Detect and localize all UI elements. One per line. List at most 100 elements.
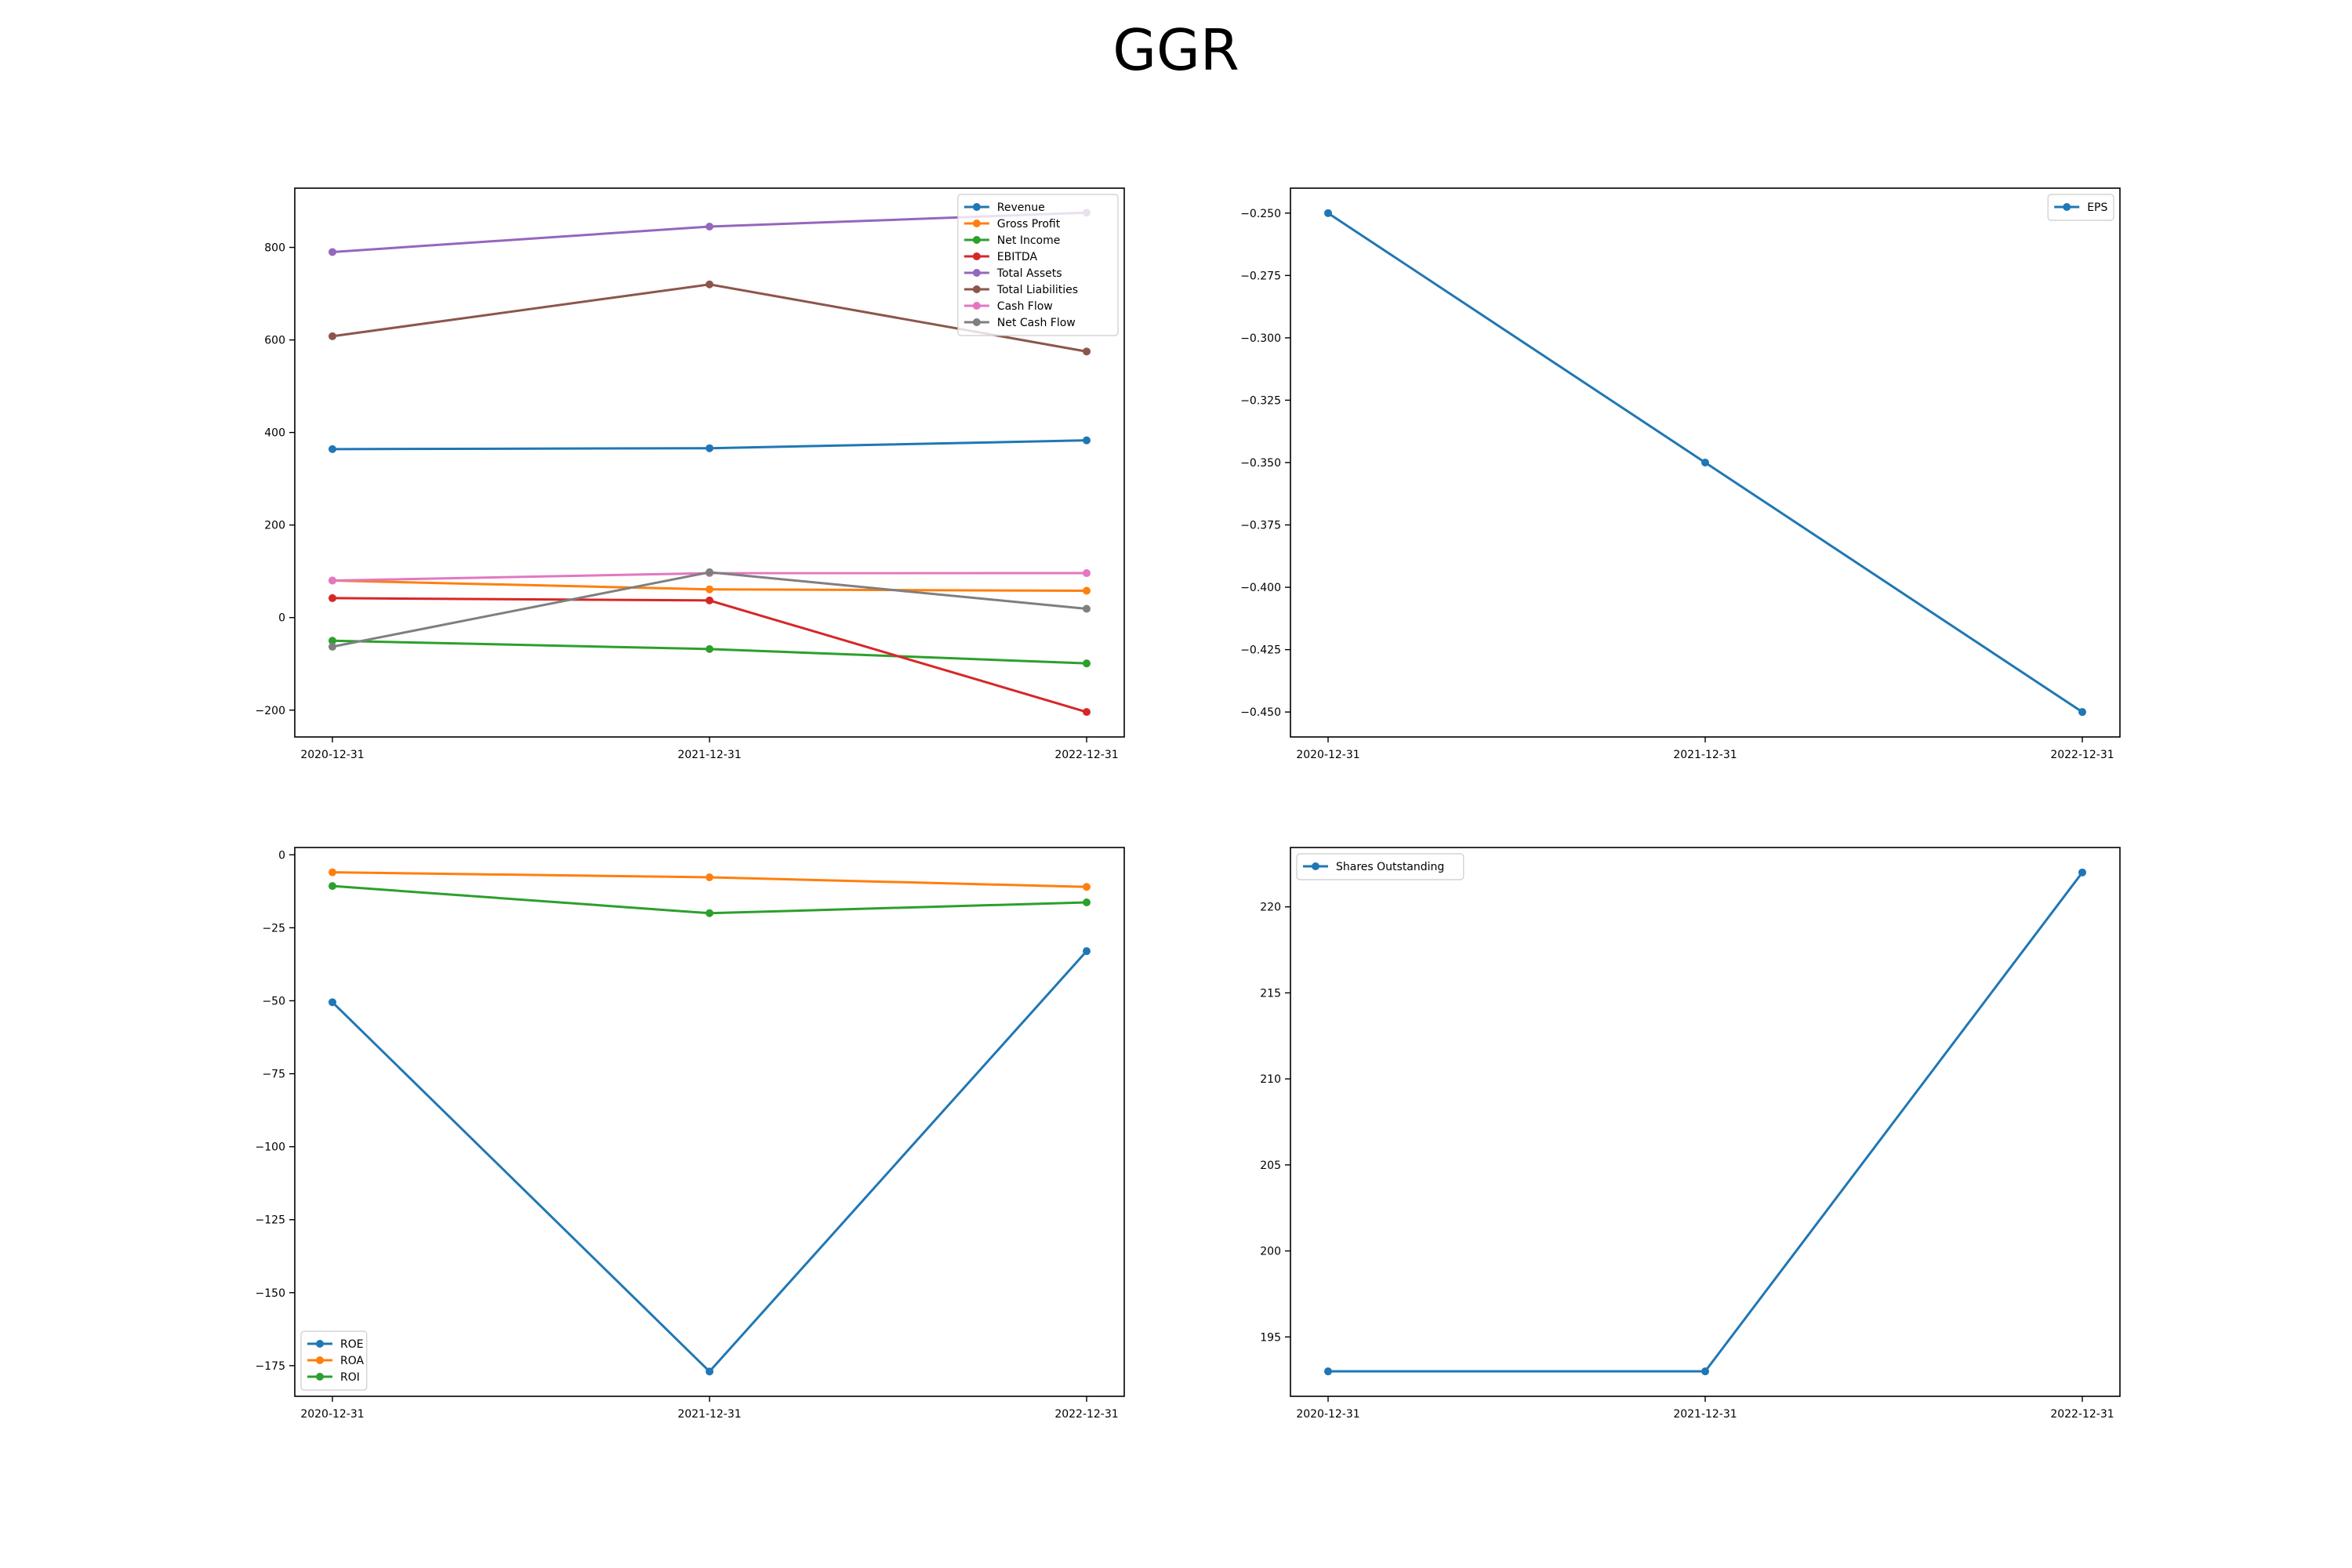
legend-box bbox=[958, 194, 1118, 336]
x-tick-label: 2020-12-31 bbox=[300, 749, 364, 761]
y-tick-label: 0 bbox=[278, 849, 285, 862]
legend-label: Cash Flow bbox=[997, 300, 1053, 313]
legend-label: EPS bbox=[2087, 201, 2107, 214]
y-tick-label: −200 bbox=[256, 705, 285, 717]
data-point-roe bbox=[1083, 947, 1091, 955]
y-tick-label: 200 bbox=[264, 520, 285, 532]
y-tick-label: 0 bbox=[278, 612, 285, 625]
data-point-total-assets bbox=[328, 248, 336, 256]
legend-label: Net Cash Flow bbox=[997, 317, 1076, 329]
data-point-roa bbox=[328, 869, 336, 877]
chart-panel-1: 2020-12-31 2021-12-31 2022-12-31 −200 0 200 40… bbox=[256, 188, 1124, 761]
legend-marker bbox=[2063, 203, 2071, 211]
data-point-roi bbox=[706, 909, 713, 917]
data-point-shares-outstanding bbox=[1324, 1367, 1332, 1375]
legend-marker bbox=[973, 252, 981, 260]
y-tick-label: −0.325 bbox=[1240, 394, 1281, 407]
y-tick-label: −0.350 bbox=[1240, 457, 1281, 470]
chart-panel-2: 2020-12-31 2021-12-31 2022-12-31 −0.450 −0.4… bbox=[1240, 188, 2120, 761]
series-line-roe bbox=[332, 951, 1087, 1371]
legend-marker bbox=[973, 236, 981, 244]
series-roa bbox=[328, 869, 1091, 891]
data-point-revenue bbox=[1083, 437, 1091, 445]
data-point-roa bbox=[706, 873, 713, 881]
legend-label: ROI bbox=[340, 1371, 360, 1384]
legend-marker bbox=[1312, 862, 1319, 870]
legend-label: ROA bbox=[340, 1355, 365, 1367]
x-tick-label: 2022-12-31 bbox=[1054, 1408, 1118, 1421]
axes-frame bbox=[295, 848, 1124, 1396]
y-tick-label: −50 bbox=[262, 995, 285, 1007]
y-tick-label: 200 bbox=[1260, 1246, 1281, 1258]
legend-label: Total Liabilities bbox=[996, 284, 1078, 296]
y-tick-label: 400 bbox=[264, 427, 285, 440]
y-tick-label: 800 bbox=[264, 242, 285, 255]
series-line-shares-outstanding bbox=[1328, 873, 2082, 1371]
data-point-net-cash-flow bbox=[1083, 605, 1091, 613]
y-tick-label: 210 bbox=[1260, 1073, 1281, 1086]
x-tick-label: 2020-12-31 bbox=[1296, 749, 1359, 761]
legend-marker bbox=[973, 269, 981, 277]
x-tick-label: 2021-12-31 bbox=[677, 749, 741, 761]
series-net-cash-flow bbox=[328, 568, 1091, 651]
axes-frame bbox=[1290, 848, 2120, 1396]
chart-panel-4: 2020-12-31 2021-12-31 2022-12-31 195 200 205 2… bbox=[1260, 848, 2120, 1421]
chart-panel-3: 2020-12-31 2021-12-31 2022-12-31 −175 −150 −1… bbox=[256, 848, 1124, 1421]
y-tick-label: −0.375 bbox=[1240, 520, 1281, 532]
data-point-revenue bbox=[706, 445, 713, 452]
y-tick-label: −75 bbox=[262, 1069, 285, 1081]
data-point-ebitda bbox=[706, 597, 713, 604]
series-revenue bbox=[328, 437, 1091, 453]
data-point-eps bbox=[2078, 708, 2086, 716]
x-tick-label: 2020-12-31 bbox=[1296, 1408, 1359, 1421]
legend-label: Net Income bbox=[997, 234, 1061, 247]
legend-marker bbox=[316, 1340, 324, 1348]
series-ebitda bbox=[328, 594, 1091, 716]
y-tick-label: −175 bbox=[256, 1360, 285, 1373]
legend: EPS bbox=[2048, 194, 2114, 220]
data-point-roe bbox=[328, 998, 336, 1006]
x-tick-label: 2022-12-31 bbox=[2050, 1408, 2114, 1421]
legend: Revenue Gross Profit Net Income EBITDA Total… bbox=[958, 194, 1118, 336]
legend-label: Shares Outstanding bbox=[1336, 861, 1444, 873]
data-point-net-income bbox=[706, 645, 713, 653]
series-line-roi bbox=[332, 886, 1087, 913]
data-point-roa bbox=[1083, 883, 1091, 891]
legend-marker bbox=[316, 1373, 324, 1381]
data-point-net-income bbox=[1083, 659, 1091, 667]
y-tick-label: 220 bbox=[1260, 902, 1281, 914]
x-tick-label: 2021-12-31 bbox=[677, 1408, 741, 1421]
y-tick-label: −0.425 bbox=[1240, 644, 1281, 657]
data-point-net-cash-flow bbox=[328, 643, 336, 651]
data-point-roi bbox=[328, 882, 336, 890]
y-tick-label: −150 bbox=[256, 1287, 285, 1300]
data-point-total-liabilities bbox=[1083, 347, 1091, 355]
data-point-total-assets bbox=[706, 223, 713, 230]
data-point-revenue bbox=[328, 445, 336, 453]
data-point-net-cash-flow bbox=[706, 568, 713, 576]
data-point-gross-profit bbox=[706, 586, 713, 593]
legend-label: EBITDA bbox=[997, 251, 1038, 263]
series-net-income bbox=[328, 637, 1091, 667]
data-point-shares-outstanding bbox=[2078, 869, 2086, 877]
y-tick-label: −0.300 bbox=[1240, 332, 1281, 345]
series-roi bbox=[328, 882, 1091, 917]
legend: ROE ROA ROI bbox=[301, 1331, 367, 1390]
legend: Shares Outstanding bbox=[1297, 854, 1464, 880]
legend-label: Revenue bbox=[997, 201, 1045, 214]
legend-marker bbox=[316, 1356, 324, 1364]
y-tick-label: −0.450 bbox=[1240, 706, 1281, 719]
legend-marker bbox=[973, 220, 981, 227]
data-point-total-liabilities bbox=[706, 281, 713, 289]
legend-marker bbox=[973, 302, 981, 310]
x-tick-label: 2020-12-31 bbox=[300, 1408, 364, 1421]
data-point-ebitda bbox=[328, 594, 336, 602]
data-point-ebitda bbox=[1083, 708, 1091, 716]
y-tick-label: 215 bbox=[1260, 987, 1281, 1000]
x-tick-label: 2021-12-31 bbox=[1673, 749, 1737, 761]
y-tick-label: −0.400 bbox=[1240, 582, 1281, 594]
data-point-gross-profit bbox=[1083, 586, 1091, 594]
legend-label: Gross Profit bbox=[997, 218, 1061, 230]
data-point-cash-flow bbox=[1083, 569, 1091, 577]
y-tick-label: 195 bbox=[1260, 1331, 1281, 1344]
